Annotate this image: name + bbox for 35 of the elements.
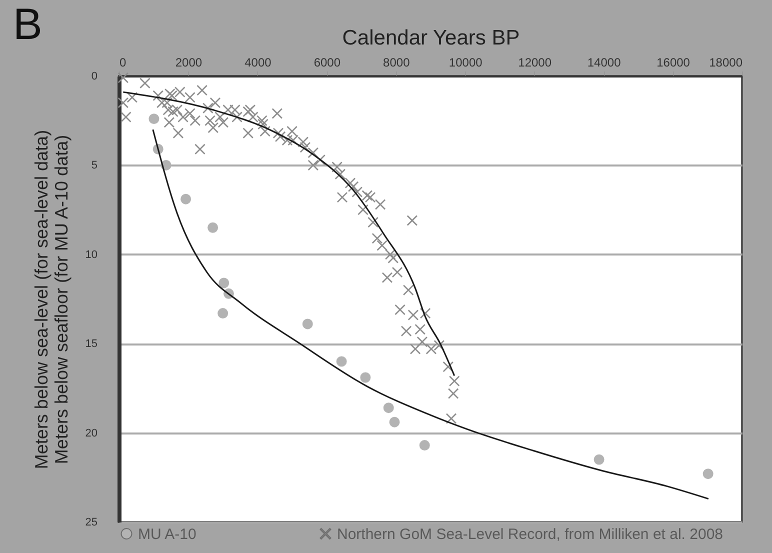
line-series <box>152 128 710 500</box>
point <box>336 356 347 367</box>
y-tick-label: 5 <box>91 160 98 172</box>
legend-label: MU A-10 <box>138 526 196 543</box>
y-axis-title: Meters below sea-level (for sea-level data) Meters below seafloor (for MU A-10 data) <box>31 130 72 470</box>
point <box>383 402 394 414</box>
x-axis-title: Calendar Years BP <box>342 26 520 50</box>
y-tick-label: 10 <box>85 248 98 261</box>
x-tick-label: 4000 <box>244 56 272 70</box>
x-tick-label: 6000 <box>314 56 341 70</box>
point <box>302 318 313 330</box>
point <box>389 416 400 428</box>
point <box>702 468 714 480</box>
point <box>218 308 228 319</box>
x-tick-label: 14000 <box>587 56 622 70</box>
point <box>208 222 218 233</box>
x-tick-label: 10000 <box>448 56 483 70</box>
x-tick-label: 0 <box>120 56 126 70</box>
y-tick-label: 0 <box>91 70 98 82</box>
point <box>148 114 160 124</box>
point <box>218 278 230 288</box>
y-tick-label: 20 <box>85 427 98 440</box>
point <box>594 454 604 465</box>
x-tick-label: 12000 <box>518 56 552 70</box>
x-tick-label: 2000 <box>175 56 202 70</box>
point <box>360 372 371 383</box>
legend-label: Northern GoM Sea-Level Record, from Milliken et al. 2008 <box>337 526 724 543</box>
y-tick-label: 15 <box>85 338 98 350</box>
text: B <box>13 0 42 49</box>
point <box>180 194 192 204</box>
x-tick-label: 18000 <box>709 56 743 70</box>
x-tick-label: 16000 <box>656 56 690 70</box>
point <box>419 440 430 451</box>
x-tick-label: 8000 <box>383 56 410 70</box>
y-tick-label: 25 <box>85 516 98 528</box>
